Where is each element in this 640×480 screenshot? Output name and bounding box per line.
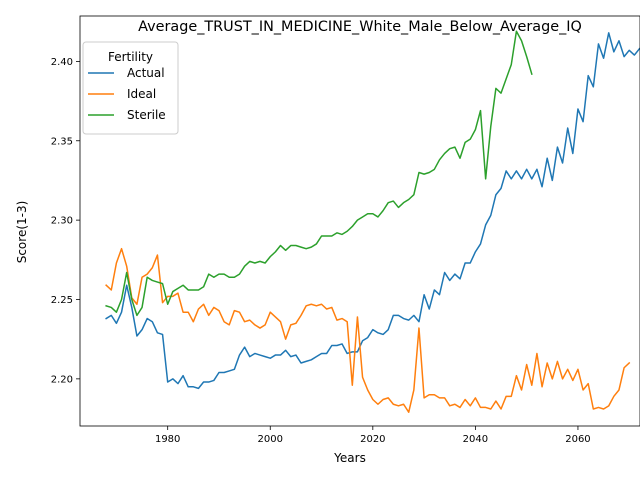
x-axis: 1980 2000 2020 2040 2060 xyxy=(155,426,591,445)
legend-label-sterile: Sterile xyxy=(127,108,166,122)
y-tick-label: 2.30 xyxy=(51,216,73,227)
x-axis-label: Years xyxy=(333,451,366,465)
x-tick-label: 1980 xyxy=(155,434,180,445)
series-line-sterile xyxy=(105,30,533,317)
series-line-actual xyxy=(105,32,640,390)
x-tick-label: 2040 xyxy=(463,434,488,445)
series-layer xyxy=(105,30,640,413)
legend-label-actual: Actual xyxy=(127,66,165,80)
y-tick-label: 2.25 xyxy=(51,295,73,306)
series-line-ideal xyxy=(105,247,631,413)
chart-title: Average_TRUST_IN_MEDICINE_White_Male_Bel… xyxy=(138,19,582,35)
y-tick-label: 2.40 xyxy=(51,57,73,68)
x-tick-label: 2000 xyxy=(258,434,283,445)
y-axis: 2.20 2.25 2.30 2.35 2.40 xyxy=(51,57,80,385)
legend-label-ideal: Ideal xyxy=(127,87,156,101)
y-tick-label: 2.20 xyxy=(51,374,73,385)
plot-frame xyxy=(79,15,640,427)
legend-box xyxy=(82,41,179,135)
x-tick-label: 2020 xyxy=(360,434,385,445)
legend: Fertility Actual Ideal Sterile xyxy=(82,41,179,135)
y-tick-label: 2.35 xyxy=(51,136,73,147)
x-tick-label: 2060 xyxy=(565,434,590,445)
y-axis-label: Score(1-3) xyxy=(15,201,29,264)
legend-title: Fertility xyxy=(108,50,153,64)
